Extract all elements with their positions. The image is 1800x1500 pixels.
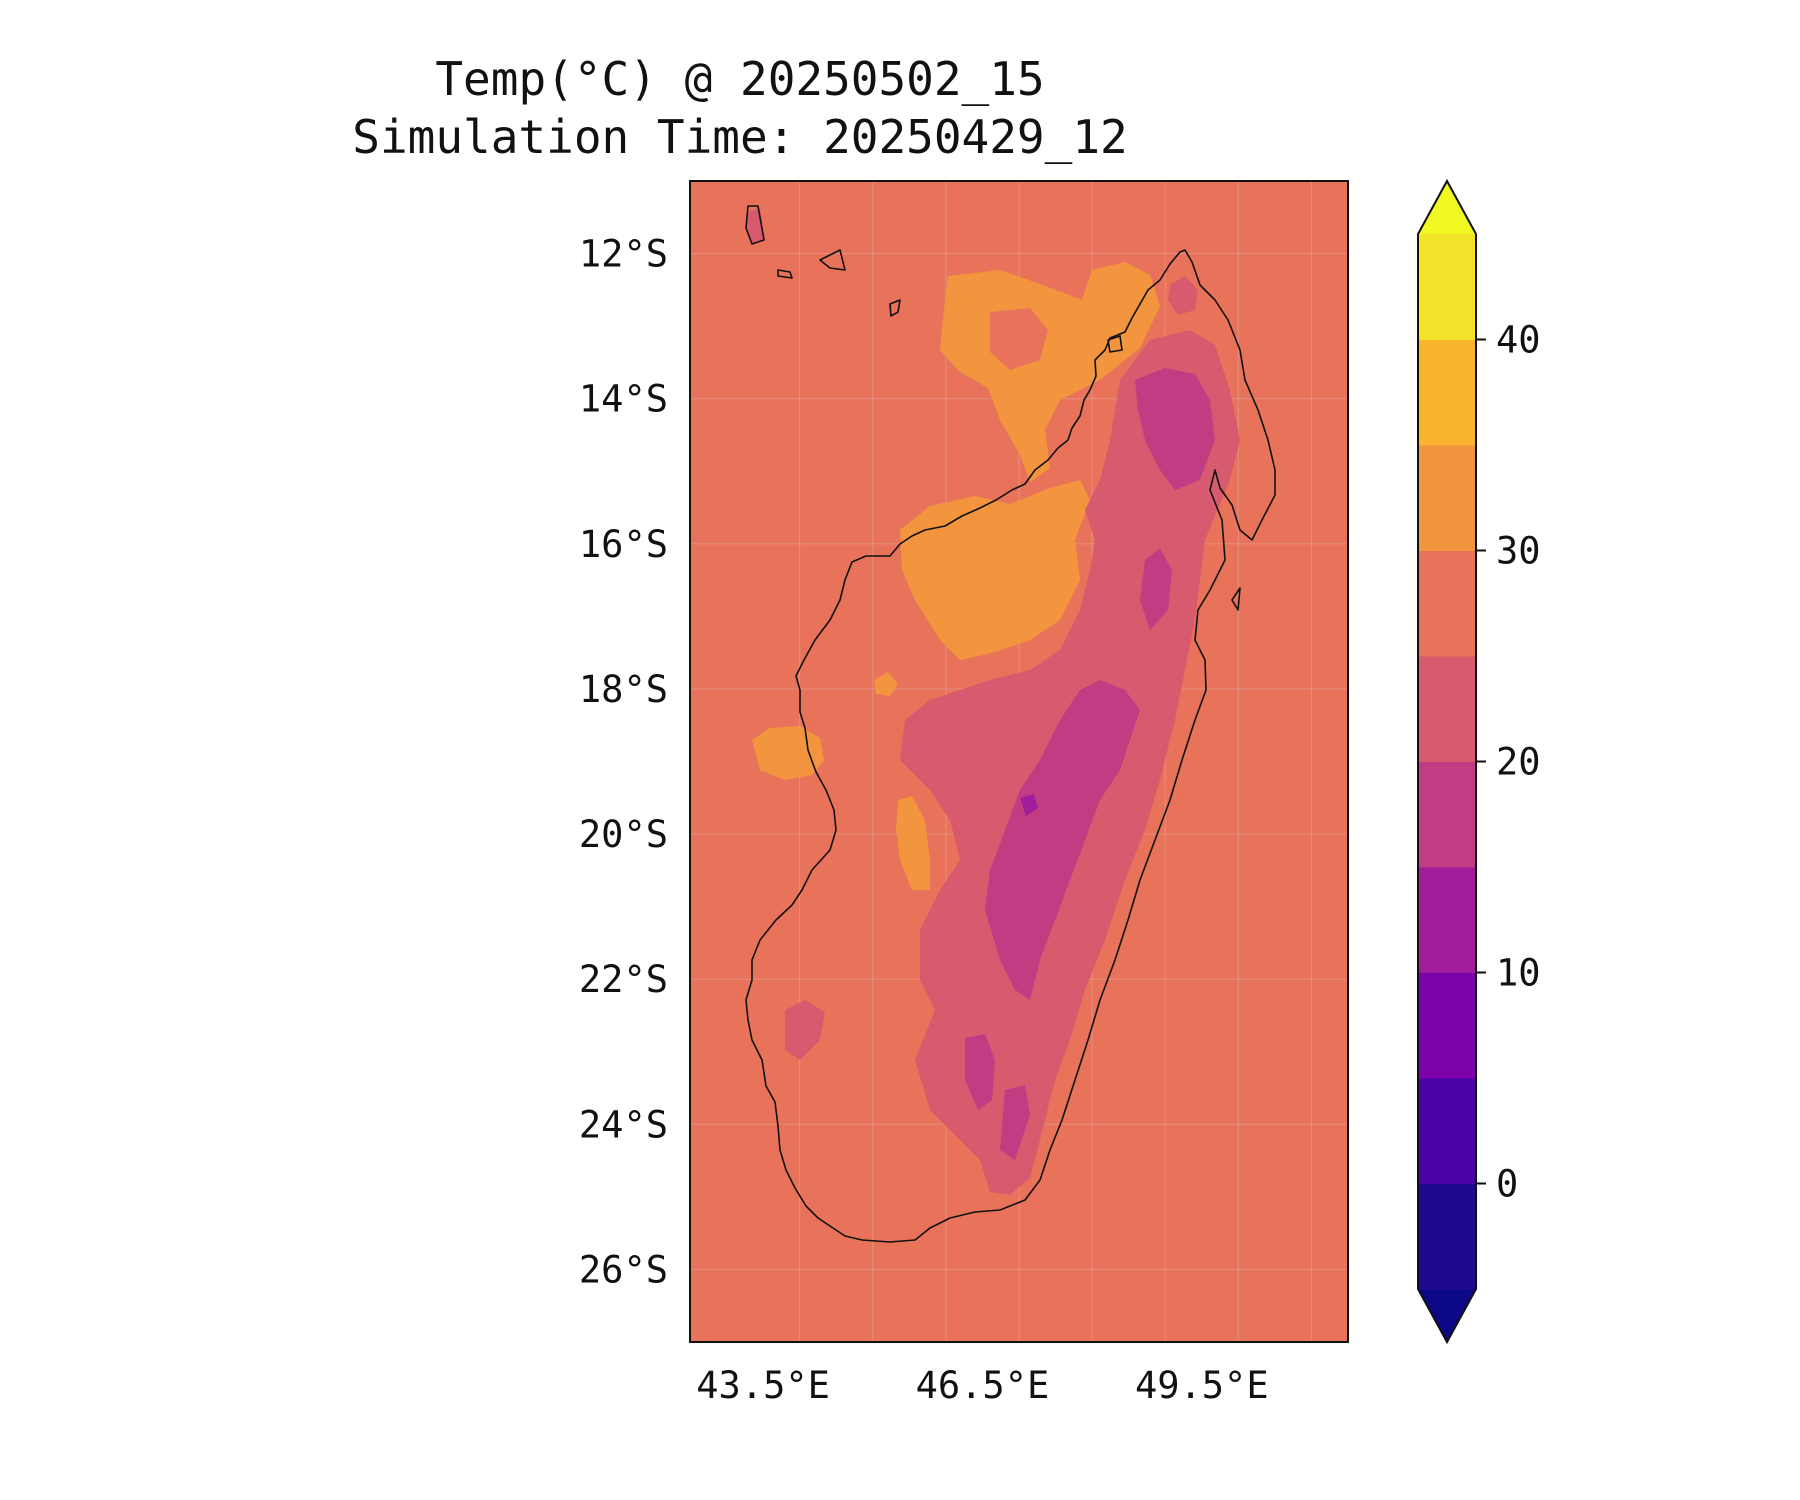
- core-region-central: [1140, 548, 1172, 630]
- mayotte-coastline: [889, 299, 901, 317]
- lat-tick-label: 24°S: [579, 1103, 668, 1146]
- core-region-15-20: [1135, 368, 1215, 490]
- warm-spot-central-west: [896, 796, 930, 890]
- map-subtitle: Simulation Time: 20250429_12: [352, 110, 1128, 164]
- moheli-coastline: [777, 269, 793, 279]
- lat-tick-label: 18°S: [579, 668, 668, 711]
- nosy-be-coastline: [1107, 335, 1123, 353]
- core-region-southeast: [1000, 1085, 1030, 1160]
- colorbar-over-extension: [1418, 181, 1476, 234]
- lat-tick-label: 12°S: [579, 233, 668, 276]
- colorbar-tick-label: 0: [1496, 1163, 1518, 1206]
- lat-tick-label: 26°S: [579, 1248, 668, 1291]
- colorbar: 0 10 20 30 40: [1417, 178, 1541, 1345]
- highland-north-patch: [1168, 276, 1198, 315]
- colorbar-band: [1418, 761, 1476, 868]
- colorbar-tick-label: 20: [1496, 741, 1541, 784]
- colorbar-band: [1418, 339, 1476, 446]
- ocean-patch-in-bay: [990, 308, 1048, 370]
- map-frame: [689, 180, 1349, 1343]
- lat-tick-label: 22°S: [579, 958, 668, 1001]
- lon-tick-label: 46.5°E: [916, 1364, 1050, 1407]
- colorbar-under-extension: [1418, 1289, 1476, 1342]
- colorbar-band: [1418, 550, 1476, 657]
- longitude-tick-labels: 43.5°E 46.5°E 49.5°E: [696, 1364, 1268, 1407]
- colorbar-band: [1418, 1078, 1476, 1184]
- sainte-marie-coastline: [1231, 587, 1241, 611]
- map-title: Temp(°C) @ 20250502_15: [435, 52, 1045, 106]
- colorbar-band: [1418, 234, 1476, 340]
- anjouan-coastline: [819, 249, 846, 271]
- warm-spot-small: [874, 672, 898, 696]
- latitude-tick-labels: 12°S 14°S 16°S 18°S 20°S 22°S 24°S 26°S: [579, 233, 668, 1292]
- colorbar-band: [1418, 445, 1476, 551]
- temperature-fields: [746, 208, 1240, 1195]
- colorbar-band: [1418, 972, 1476, 1079]
- lon-tick-label: 43.5°E: [696, 1364, 830, 1407]
- lat-tick-label: 20°S: [579, 813, 668, 856]
- core-region-spine: [985, 680, 1140, 1000]
- lon-tick-label: 49.5°E: [1135, 1364, 1269, 1407]
- colorbar-outline: [1417, 178, 1477, 1345]
- highland-south-patch: [785, 1000, 825, 1060]
- colorbar-tick-label: 30: [1496, 530, 1541, 573]
- core-region-south: [965, 1034, 995, 1110]
- madagascar-coastline: [745, 249, 1276, 1243]
- map-panel: [690, 181, 1348, 1342]
- colorbar-tick-label: 40: [1496, 319, 1541, 362]
- lat-tick-label: 16°S: [579, 523, 668, 566]
- grande-comore-coastline: [745, 205, 765, 245]
- colorbar-band: [1418, 1183, 1476, 1290]
- colorbar-tick-label: 10: [1496, 952, 1541, 995]
- coastline: [745, 205, 1276, 1243]
- colorbar-band: [1418, 867, 1476, 973]
- cold-spot: [1020, 794, 1038, 816]
- lat-tick-label: 14°S: [579, 378, 668, 421]
- colorbar-band: [1418, 656, 1476, 762]
